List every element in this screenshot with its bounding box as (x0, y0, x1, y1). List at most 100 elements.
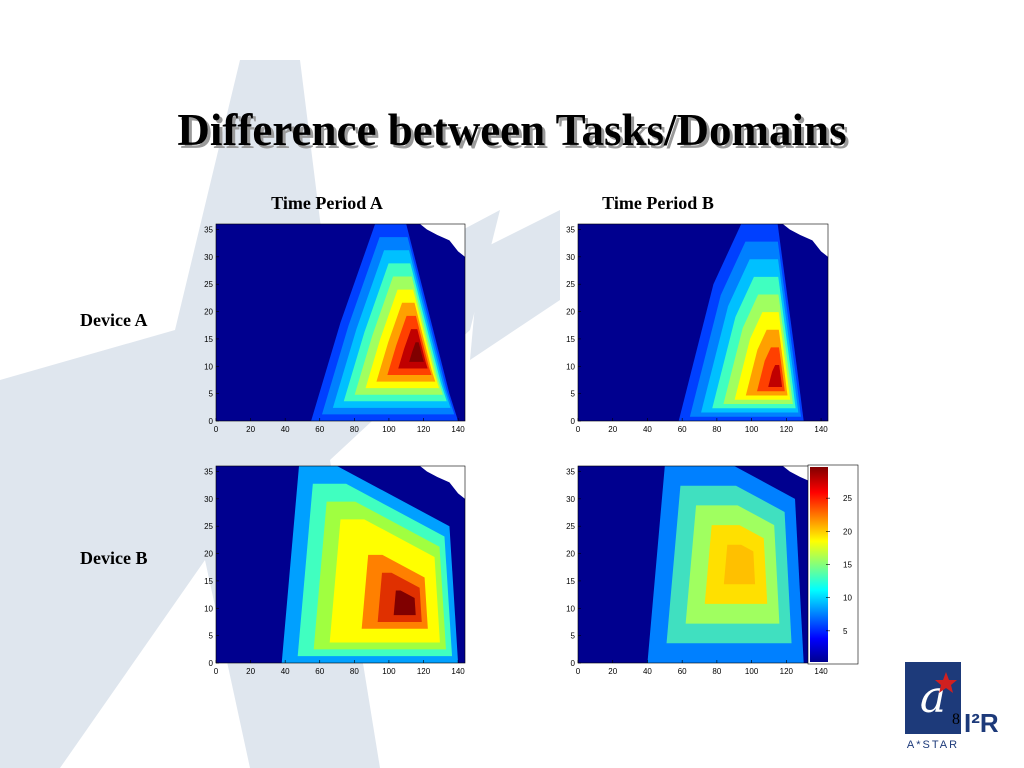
y-tick-label: 30 (204, 495, 213, 504)
row-label: Device B (80, 548, 147, 568)
x-tick-label: 60 (678, 425, 687, 434)
y-tick-label: 10 (204, 604, 213, 613)
y-tick-label: 15 (204, 335, 213, 344)
y-tick-label: 20 (566, 308, 575, 317)
y-tick-label: 25 (566, 280, 575, 289)
logo-institute: I²R (964, 708, 999, 738)
column-label: Time Period B (602, 193, 714, 213)
contour-panel: 0 20 40 60 80 100 120 140 0 5 10 15 20 25 30 35 (566, 223, 829, 434)
contour-band (723, 544, 756, 585)
page-number: 8 (952, 711, 960, 728)
x-tick-label: 60 (315, 425, 324, 434)
x-tick-label: 0 (576, 425, 581, 434)
contour-panel: 0 20 40 60 80 100 120 140 0 5 10 15 20 25 30 35 (204, 223, 466, 434)
x-tick-label: 0 (214, 425, 219, 434)
y-tick-label: 5 (209, 632, 214, 641)
y-tick-label: 0 (571, 659, 576, 668)
y-tick-label: 35 (566, 467, 575, 476)
x-tick-label: 20 (608, 667, 617, 676)
y-tick-label: 5 (571, 390, 576, 399)
y-tick-label: 5 (209, 390, 214, 399)
y-tick-label: 15 (566, 335, 575, 344)
y-tick-label: 10 (566, 362, 575, 371)
x-tick-label: 80 (350, 667, 359, 676)
logo-star (935, 672, 957, 693)
blank-region (782, 224, 828, 257)
y-tick-label: 15 (566, 577, 575, 586)
y-tick-label: 20 (204, 550, 213, 559)
x-tick-label: 120 (780, 667, 794, 676)
x-tick-label: 100 (382, 667, 396, 676)
y-tick-label: 30 (204, 253, 213, 262)
x-tick-label: 40 (643, 667, 652, 676)
x-tick-label: 120 (780, 425, 794, 434)
x-tick-label: 100 (382, 425, 396, 434)
contour-panel: 0 20 40 60 80 100 120 140 0 5 10 15 20 25 30 35 (204, 465, 466, 676)
y-tick-label: 30 (566, 495, 575, 504)
logo-box (905, 662, 961, 734)
x-tick-label: 20 (246, 667, 255, 676)
title-shadow: Difference between Tasks/Domains (180, 108, 849, 158)
x-tick-label: 140 (451, 425, 465, 434)
x-tick-label: 40 (281, 667, 290, 676)
contour-panel: 0 20 40 60 80 100 120 140 0 5 10 15 20 25 30 35 (566, 465, 829, 676)
x-tick-label: 40 (643, 425, 652, 434)
x-tick-label: 120 (417, 425, 431, 434)
x-tick-label: 140 (814, 425, 828, 434)
x-tick-label: 80 (712, 667, 721, 676)
x-tick-label: 60 (678, 667, 687, 676)
contour-band (393, 590, 416, 616)
column-label: Time Period A (271, 193, 383, 213)
x-tick-label: 20 (608, 425, 617, 434)
x-tick-label: 100 (745, 425, 759, 434)
y-tick-label: 25 (204, 280, 213, 289)
slide-title: Difference between Tasks/Domains (177, 105, 846, 155)
x-tick-label: 80 (712, 425, 721, 434)
contour-band (768, 365, 783, 387)
y-tick-label: 0 (209, 659, 214, 668)
y-tick-label: 35 (566, 225, 575, 234)
x-tick-label: 80 (350, 425, 359, 434)
x-tick-label: 140 (814, 667, 828, 676)
blank-region (420, 224, 465, 257)
colorbar-tick-label: 15 (843, 561, 852, 570)
x-tick-label: 40 (281, 425, 290, 434)
y-tick-label: 25 (204, 522, 213, 531)
x-tick-label: 140 (451, 667, 465, 676)
x-tick-label: 60 (315, 667, 324, 676)
logo-glyph: a (920, 672, 946, 723)
y-tick-label: 10 (204, 362, 213, 371)
x-tick-label: 120 (417, 667, 431, 676)
x-tick-label: 0 (214, 667, 219, 676)
y-tick-label: 20 (566, 550, 575, 559)
y-tick-label: 10 (566, 604, 575, 613)
y-tick-label: 0 (209, 417, 214, 426)
colorbar-tick-label: 5 (843, 627, 848, 636)
y-tick-label: 30 (566, 253, 575, 262)
colorbar-tick-label: 10 (843, 594, 852, 603)
colorbar: 5 10 15 20 25 (807, 464, 859, 665)
colorbar-tick-label: 20 (843, 527, 852, 536)
y-tick-label: 20 (204, 308, 213, 317)
colorbar-gradient (810, 467, 828, 662)
y-tick-label: 35 (204, 225, 213, 234)
y-tick-label: 0 (571, 417, 576, 426)
y-tick-label: 5 (571, 632, 576, 641)
y-tick-label: 15 (204, 577, 213, 586)
plot-frame (577, 223, 829, 422)
plot-frame (215, 223, 466, 422)
x-tick-label: 20 (246, 425, 255, 434)
contour-band (409, 342, 424, 362)
row-label: Device A (80, 310, 147, 330)
x-tick-label: 0 (576, 667, 581, 676)
logo-brand: A*STAR (907, 739, 959, 751)
y-tick-label: 25 (566, 522, 575, 531)
logo: a A*STAR I²R (905, 662, 999, 751)
x-tick-label: 100 (745, 667, 759, 676)
y-tick-label: 35 (204, 467, 213, 476)
plot-frame (215, 465, 466, 664)
colorbar-tick-label: 25 (843, 494, 852, 503)
blank-region (420, 466, 465, 499)
